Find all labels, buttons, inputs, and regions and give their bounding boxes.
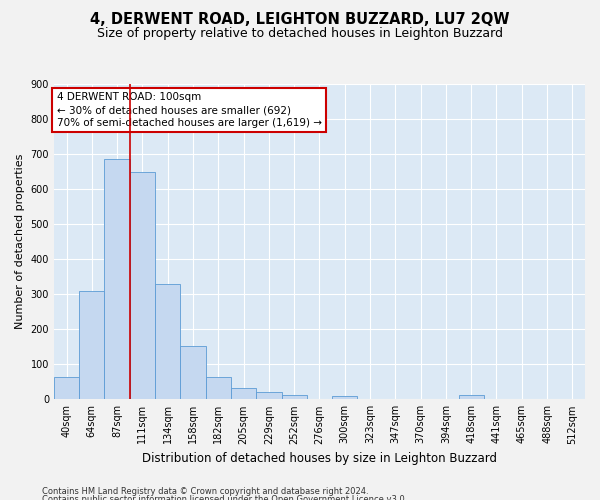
Text: 4 DERWENT ROAD: 100sqm
← 30% of detached houses are smaller (692)
70% of semi-de: 4 DERWENT ROAD: 100sqm ← 30% of detached… [56,92,322,128]
Bar [79,290,104,400]
Bar [130,172,155,400]
Bar [206,376,231,400]
Text: Contains public sector information licensed under the Open Government Licence v3: Contains public sector information licen… [42,495,407,500]
Bar [231,388,256,400]
Bar [155,284,181,400]
Y-axis label: Number of detached properties: Number of detached properties [15,154,25,330]
X-axis label: Distribution of detached houses by size in Leighton Buzzard: Distribution of detached houses by size … [142,452,497,465]
Bar [104,160,130,400]
Bar [181,346,206,400]
Bar [332,396,358,400]
Bar [54,376,79,400]
Text: Contains HM Land Registry data © Crown copyright and database right 2024.: Contains HM Land Registry data © Crown c… [42,488,368,496]
Bar [256,392,281,400]
Bar [281,395,307,400]
Text: Size of property relative to detached houses in Leighton Buzzard: Size of property relative to detached ho… [97,28,503,40]
Bar [458,395,484,400]
Text: 4, DERWENT ROAD, LEIGHTON BUZZARD, LU7 2QW: 4, DERWENT ROAD, LEIGHTON BUZZARD, LU7 2… [90,12,510,28]
